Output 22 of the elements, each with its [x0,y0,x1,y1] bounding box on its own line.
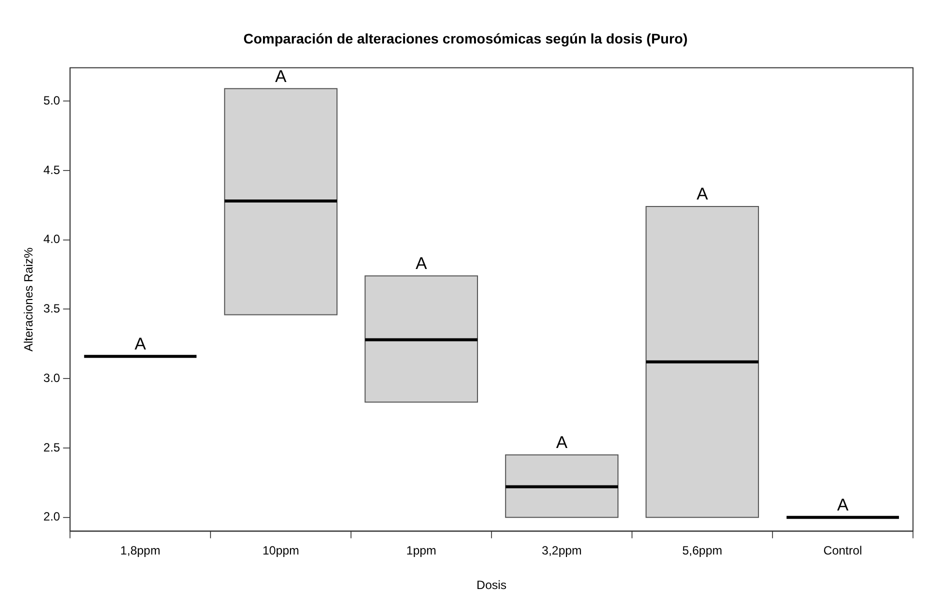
annotation: A [275,66,288,86]
x-tick-label: 5,6ppm [682,544,722,558]
annotation: A [416,254,428,274]
chart-title: Comparación de alteraciones cromosómicas según la dosis (Puro) [243,30,688,46]
x-tick-label: 1ppm [406,544,436,558]
x-tick-label: 1,8ppm [120,544,160,558]
x-tick-label: 10ppm [262,544,300,558]
annotation: A [696,184,709,204]
annotation: A [556,433,568,452]
y-tick-label: 2.0 [43,510,60,524]
y-axis-title: Alteraciones Raiz% [22,247,36,352]
x-tick-label: Control [823,544,862,558]
x-axis-title: Dosis [476,578,507,592]
x-tick-label: 3,2ppm [542,544,582,558]
y-tick-label: 4.5 [43,162,60,177]
y-tick-label: 3.0 [43,370,60,385]
y-tick-label: 5.0 [43,93,60,108]
y-tick-label: 2.5 [43,440,60,454]
y-tick-label: 4.0 [43,232,60,246]
annotation: A [134,334,147,354]
y-tick-label: 3.5 [43,302,60,316]
annotation: A [837,496,850,515]
